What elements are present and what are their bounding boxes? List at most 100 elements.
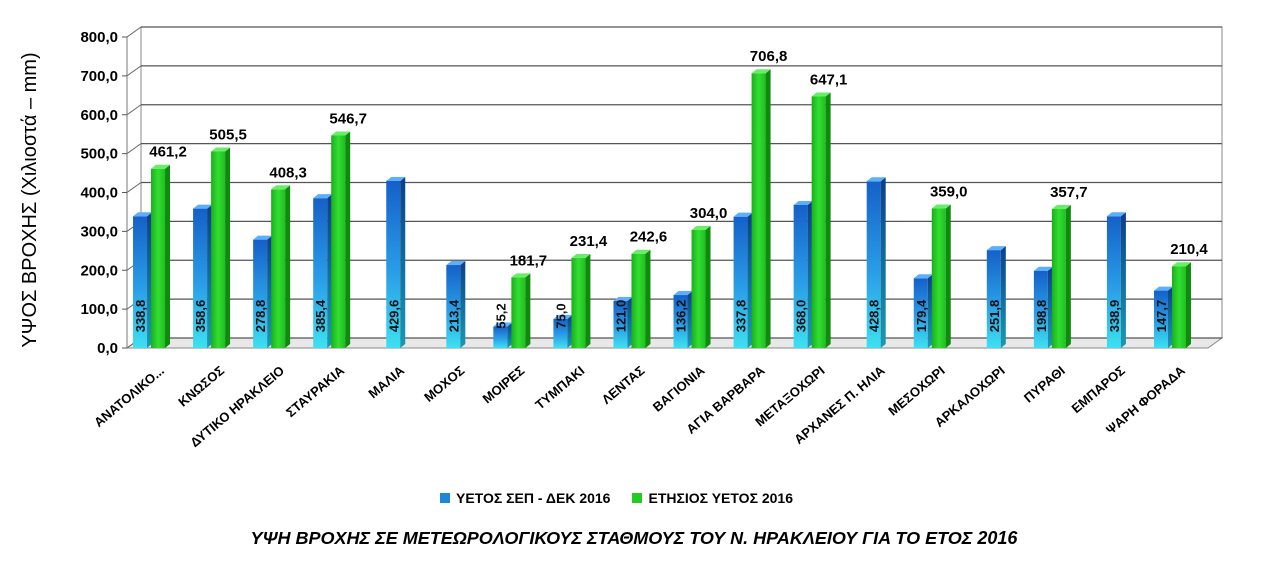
data-label-annual: 181,7: [510, 252, 548, 269]
bar-side: [400, 176, 406, 348]
y-tick-label: 400,0: [80, 185, 118, 202]
legend-swatch-blue: [440, 493, 450, 503]
x-category-label: ΤΥΜΠΑΚΙ: [532, 363, 587, 413]
grid-line-side: [126, 26, 142, 38]
x-category-label: ΠΥΡΑΘΙ: [1021, 363, 1068, 406]
bar-front: [1153, 290, 1168, 348]
data-label-sep-dec: 337,8: [734, 300, 749, 333]
bar-top: [913, 274, 933, 279]
x-category-label: ΑΝΑΤΟΛΙΚΟ...: [91, 363, 167, 430]
bar-side: [880, 177, 886, 348]
bar-sep-dec: 75,0: [553, 303, 573, 348]
bar-sep-dec: 338,8: [133, 212, 153, 348]
bar-sep-dec: 278,8: [253, 235, 273, 348]
y-tick-label: 700,0: [80, 68, 118, 85]
data-label-sep-dec: 338,8: [133, 300, 148, 333]
bar-front: [446, 265, 461, 348]
data-label-sep-dec: 429,6: [386, 300, 401, 333]
bar-top: [253, 235, 273, 240]
bar-front: [793, 204, 808, 348]
bar-front: [331, 135, 346, 348]
grid-line-side: [126, 143, 142, 155]
data-label-sep-dec: 75,0: [553, 303, 568, 328]
bar-annual: 546,7: [329, 110, 367, 348]
bar-side: [705, 225, 711, 348]
bar-annual: 231,4: [570, 233, 608, 348]
data-label-annual: 505,5: [209, 126, 247, 143]
bar-front: [253, 239, 268, 348]
y-tick-label: 0,0: [97, 340, 118, 357]
data-label-sep-dec: 198,8: [1034, 300, 1049, 333]
bar-side: [567, 314, 573, 348]
x-category-label: ΜΟΧΟΣ: [421, 363, 467, 405]
bar-side: [285, 185, 291, 348]
data-label-annual: 546,7: [329, 110, 367, 127]
bar-front: [151, 168, 166, 348]
bar-front: [1051, 208, 1066, 348]
bar-sep-dec: 251,8: [986, 246, 1006, 348]
data-label-sep-dec: 428,8: [867, 300, 882, 333]
legend-label-annual: ΕΤΗΣΙΟΣ ΥΕΤΟΣ 2016: [648, 490, 794, 506]
bar-side: [327, 194, 333, 348]
data-label-annual: 231,4: [570, 233, 608, 250]
bar-annual: 304,0: [690, 205, 727, 348]
bar-sep-dec: 338,9: [1106, 212, 1126, 348]
bar-sep-dec: 147,7: [1153, 286, 1173, 348]
chart-title: ΥΨΗ ΒΡΟΧΗΣ ΣΕ ΜΕΤΕΩΡΟΛΟΓΙΚΟΥΣ ΣΤΑΘΜΟΥΣ Τ…: [250, 528, 1018, 548]
bar-top: [553, 314, 573, 319]
bar-front: [691, 229, 706, 348]
grid-line-side: [126, 65, 142, 77]
bar-side: [585, 254, 591, 348]
bar-top: [613, 296, 633, 301]
bar-sep-dec: 428,8: [866, 177, 886, 348]
legend: ΥΕΤΟΣ ΣΕΠ - ΔΕΚ 2016 ΕΤΗΣΙΟΣ ΥΕΤΟΣ 2016: [440, 490, 793, 506]
y-tick-label: 300,0: [80, 223, 118, 240]
bar-sep-dec: 358,6: [193, 204, 213, 348]
bar-top: [866, 177, 886, 182]
bar-sep-dec: 55,2: [493, 303, 513, 348]
data-label-sep-dec: 121,0: [613, 300, 628, 333]
data-label-annual: 242,6: [630, 229, 668, 246]
bar-top: [193, 204, 213, 209]
bar-side: [345, 131, 351, 348]
data-label-annual: 210,4: [1170, 241, 1208, 258]
bar-front: [931, 208, 946, 348]
x-category-label: ΚΝΩΣΟΣ: [175, 363, 227, 410]
data-label-sep-dec: 385,4: [313, 299, 328, 332]
bar-front: [493, 326, 508, 348]
bar-annual: 461,2: [149, 144, 187, 348]
bar-side: [645, 249, 651, 348]
bar-top: [986, 246, 1006, 251]
legend-label-sep-dec: ΥΕΤΟΣ ΣΕΠ - ΔΕΚ 2016: [456, 490, 611, 506]
bar-side: [945, 204, 951, 348]
legend-item-annual: ΕΤΗΣΙΟΣ ΥΕΤΟΣ 2016: [632, 490, 793, 506]
bar-top: [733, 212, 753, 217]
bar-front: [133, 216, 148, 348]
bar-front: [1171, 266, 1186, 348]
bar-top: [1033, 266, 1053, 271]
bar-annual: 647,1: [810, 71, 847, 348]
data-label-annual: 357,7: [1050, 184, 1088, 201]
data-label-annual: 706,8: [750, 48, 788, 65]
bar-top: [931, 204, 951, 209]
legend-swatch-green: [632, 493, 643, 503]
bar-front: [913, 278, 928, 348]
x-category-label: ΜΟΙΡΕΣ: [480, 363, 528, 407]
bar-front: [386, 180, 401, 348]
y-tick-label: 600,0: [80, 107, 118, 124]
bar-annual: 242,6: [630, 229, 668, 348]
grid-line-side: [126, 182, 142, 193]
bar-annual: 408,3: [269, 164, 307, 348]
legend-item-sep-dec: ΥΕΤΟΣ ΣΕΠ - ΔΕΚ 2016: [440, 490, 610, 506]
bar-front: [193, 208, 208, 348]
bar-top: [1106, 212, 1126, 217]
bar-front: [571, 258, 586, 348]
bar-top: [493, 322, 513, 327]
bar-sep-dec: 213,4: [446, 261, 466, 348]
bar-front: [1033, 270, 1048, 348]
y-tick-label: 500,0: [80, 146, 118, 163]
bar-front: [511, 277, 526, 348]
bar-front: [673, 295, 688, 348]
data-label-sep-dec: 358,6: [193, 300, 208, 333]
data-label-annual: 461,2: [149, 144, 187, 161]
